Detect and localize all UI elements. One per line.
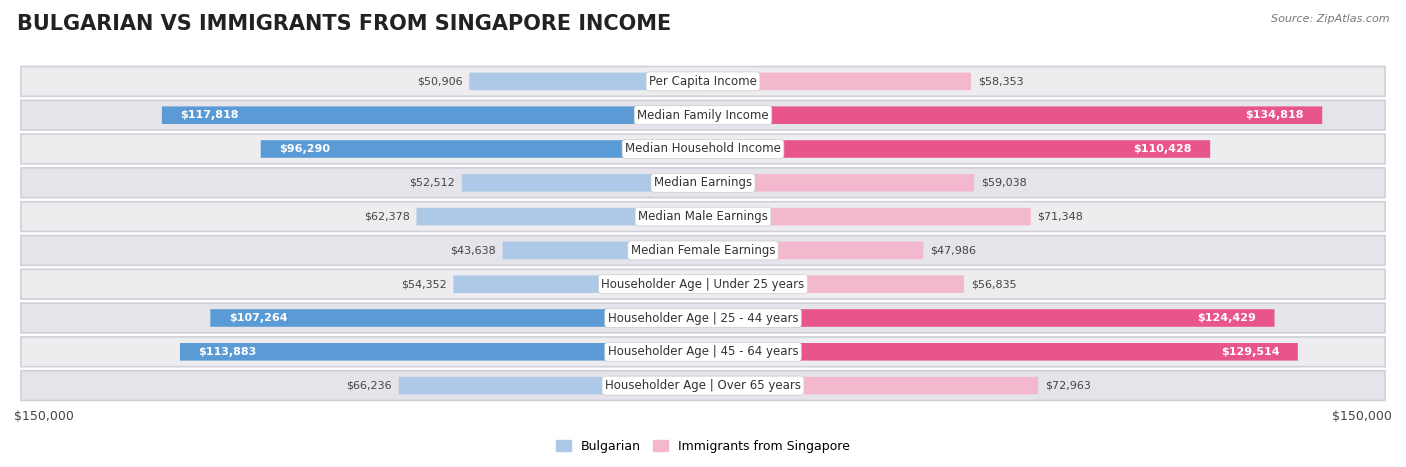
FancyBboxPatch shape — [461, 174, 703, 191]
FancyBboxPatch shape — [703, 106, 1322, 124]
Text: Per Capita Income: Per Capita Income — [650, 75, 756, 88]
FancyBboxPatch shape — [180, 343, 703, 361]
FancyBboxPatch shape — [502, 241, 703, 259]
FancyBboxPatch shape — [162, 106, 703, 124]
Text: Median Female Earnings: Median Female Earnings — [631, 244, 775, 257]
FancyBboxPatch shape — [703, 208, 1031, 226]
Text: $54,352: $54,352 — [401, 279, 447, 289]
FancyBboxPatch shape — [21, 66, 1385, 96]
Text: Householder Age | Over 65 years: Householder Age | Over 65 years — [605, 379, 801, 392]
FancyBboxPatch shape — [416, 208, 703, 226]
Text: $71,348: $71,348 — [1038, 212, 1084, 222]
FancyBboxPatch shape — [260, 140, 703, 158]
Text: Median Male Earnings: Median Male Earnings — [638, 210, 768, 223]
Text: $107,264: $107,264 — [229, 313, 287, 323]
Text: $72,963: $72,963 — [1045, 381, 1091, 390]
Text: $113,883: $113,883 — [198, 347, 256, 357]
Text: $96,290: $96,290 — [280, 144, 330, 154]
FancyBboxPatch shape — [703, 241, 924, 259]
Text: $150,000: $150,000 — [14, 410, 75, 423]
Text: $52,512: $52,512 — [409, 178, 456, 188]
Text: $124,429: $124,429 — [1198, 313, 1256, 323]
FancyBboxPatch shape — [21, 269, 1385, 299]
Text: Householder Age | Under 25 years: Householder Age | Under 25 years — [602, 278, 804, 290]
FancyBboxPatch shape — [21, 337, 1385, 367]
Text: Source: ZipAtlas.com: Source: ZipAtlas.com — [1271, 14, 1389, 24]
FancyBboxPatch shape — [703, 377, 1038, 395]
Text: Householder Age | 45 - 64 years: Householder Age | 45 - 64 years — [607, 345, 799, 358]
FancyBboxPatch shape — [21, 235, 1385, 265]
Text: $117,818: $117,818 — [180, 110, 239, 120]
FancyBboxPatch shape — [703, 72, 972, 90]
FancyBboxPatch shape — [703, 276, 965, 293]
FancyBboxPatch shape — [703, 309, 1274, 327]
Text: $129,514: $129,514 — [1220, 347, 1279, 357]
Text: $58,353: $58,353 — [979, 77, 1024, 86]
FancyBboxPatch shape — [21, 303, 1385, 333]
Text: $134,818: $134,818 — [1246, 110, 1303, 120]
FancyBboxPatch shape — [703, 140, 1211, 158]
FancyBboxPatch shape — [21, 371, 1385, 401]
FancyBboxPatch shape — [21, 134, 1385, 164]
FancyBboxPatch shape — [703, 343, 1298, 361]
Text: $62,378: $62,378 — [364, 212, 409, 222]
Text: $59,038: $59,038 — [981, 178, 1026, 188]
Text: $50,906: $50,906 — [416, 77, 463, 86]
Text: BULGARIAN VS IMMIGRANTS FROM SINGAPORE INCOME: BULGARIAN VS IMMIGRANTS FROM SINGAPORE I… — [17, 14, 671, 34]
FancyBboxPatch shape — [470, 72, 703, 90]
Text: Median Family Income: Median Family Income — [637, 109, 769, 122]
Text: $43,638: $43,638 — [450, 245, 496, 255]
FancyBboxPatch shape — [21, 202, 1385, 232]
Text: $110,428: $110,428 — [1133, 144, 1192, 154]
Text: $56,835: $56,835 — [972, 279, 1017, 289]
Legend: Bulgarian, Immigrants from Singapore: Bulgarian, Immigrants from Singapore — [551, 435, 855, 458]
Text: Householder Age | 25 - 44 years: Householder Age | 25 - 44 years — [607, 311, 799, 325]
FancyBboxPatch shape — [211, 309, 703, 327]
FancyBboxPatch shape — [453, 276, 703, 293]
FancyBboxPatch shape — [703, 174, 974, 191]
Text: $150,000: $150,000 — [1331, 410, 1392, 423]
Text: $66,236: $66,236 — [346, 381, 392, 390]
Text: $47,986: $47,986 — [931, 245, 976, 255]
FancyBboxPatch shape — [399, 377, 703, 395]
Text: Median Earnings: Median Earnings — [654, 177, 752, 189]
Text: Median Household Income: Median Household Income — [626, 142, 780, 156]
FancyBboxPatch shape — [21, 168, 1385, 198]
FancyBboxPatch shape — [21, 100, 1385, 130]
